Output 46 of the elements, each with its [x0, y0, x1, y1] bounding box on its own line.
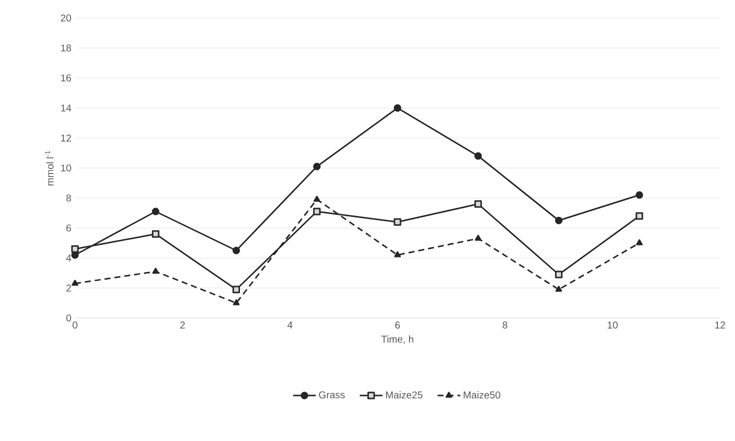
point [72, 280, 78, 286]
x-axis-title: Time, h [381, 335, 414, 344]
point [555, 216, 562, 224]
y-tick-label: 2 [66, 284, 71, 292]
y-tick-label: 16 [61, 74, 72, 82]
y-tick-label: 0 [66, 314, 72, 322]
y-tick-label: 10 [61, 164, 72, 172]
x-tick-label: 4 [287, 322, 292, 328]
x-tick-label: 6 [395, 322, 400, 329]
y-tick-label: 4 [66, 254, 72, 262]
x-tick-label: 2 [180, 322, 185, 328]
point [232, 286, 240, 294]
x-tick-label: 12 [715, 322, 726, 328]
point [474, 200, 482, 208]
point [314, 196, 320, 202]
y-tick-label: 6 [66, 224, 72, 232]
point [313, 208, 321, 216]
point [232, 299, 240, 306]
point [232, 246, 240, 254]
legend-label: Maize25 [386, 391, 422, 398]
point [555, 286, 562, 292]
point [394, 218, 402, 226]
y-tick-label: 18 [61, 44, 72, 52]
y-tick-label: 14 [61, 104, 72, 112]
x-tick-label: 0 [72, 322, 78, 329]
legend-label: Grass [319, 391, 345, 398]
point [152, 230, 160, 238]
y-tick-label: 20 [60, 14, 72, 22]
y-tick-label: 12 [61, 134, 71, 142]
point [152, 268, 159, 274]
x-tick-label: 10 [608, 322, 618, 329]
x-tick-label: 8 [502, 322, 508, 329]
point [636, 212, 644, 220]
point [474, 152, 482, 160]
y-tick-label: 8 [66, 194, 72, 202]
point [394, 251, 401, 258]
legend-label: Maize50 [464, 391, 500, 398]
point [636, 191, 644, 199]
point [152, 208, 160, 216]
point [394, 104, 402, 112]
y-axis-title: mmol l$^{-1}$ [45, 150, 54, 186]
point [71, 245, 79, 253]
point [636, 239, 643, 246]
point [555, 270, 562, 278]
point [313, 162, 321, 170]
point [474, 234, 482, 241]
